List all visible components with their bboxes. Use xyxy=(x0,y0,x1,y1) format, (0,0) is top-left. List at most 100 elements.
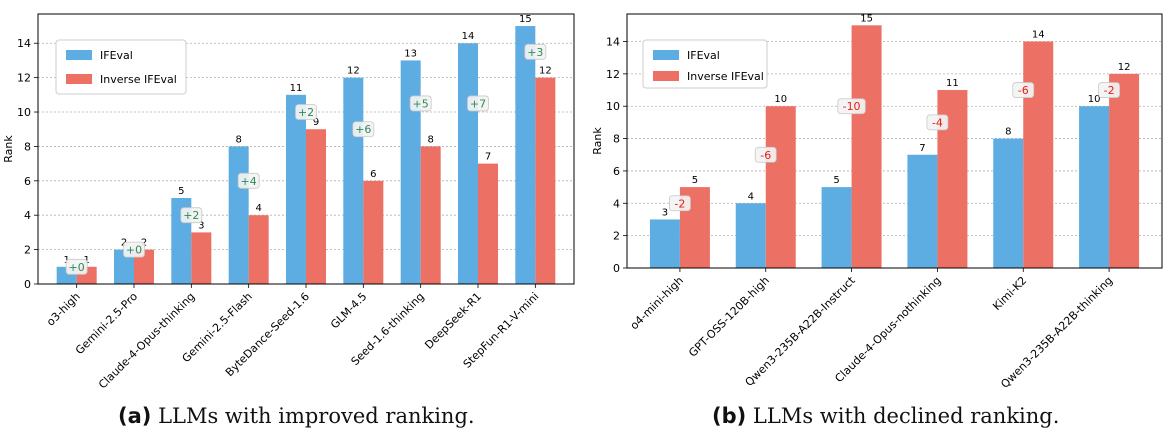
bar-inverse-ifeval xyxy=(134,249,154,284)
y-tick-label: 0 xyxy=(613,262,620,275)
bar-ifeval xyxy=(649,219,680,268)
data-label-ifeval: 8 xyxy=(1005,127,1011,138)
plot-frame xyxy=(626,13,1163,269)
rank-change-box xyxy=(1012,82,1035,98)
bar-ifeval xyxy=(1079,106,1110,269)
y-axis-label: Rank xyxy=(2,135,15,163)
rank-change-label: +6 xyxy=(355,123,371,136)
y-axis-label: Rank xyxy=(591,127,604,155)
data-label-inverse-ifeval: 6 xyxy=(370,169,376,180)
data-label-ifeval: 10 xyxy=(1088,94,1101,105)
legend-swatch xyxy=(653,71,679,81)
data-label-ifeval: 15 xyxy=(519,14,532,25)
legend-label: IFEval xyxy=(687,49,720,62)
bar-inverse-ifeval xyxy=(1109,73,1140,269)
data-label-ifeval: 4 xyxy=(748,191,754,202)
data-label-inverse-ifeval: 9 xyxy=(313,117,319,128)
bar-ifeval xyxy=(907,154,938,268)
bar-ifeval xyxy=(821,187,852,268)
data-label-inverse-ifeval: 3 xyxy=(198,220,204,231)
rank-change-label: +4 xyxy=(241,175,257,188)
rank-change-label: +2 xyxy=(298,106,314,119)
rank-change-label: +2 xyxy=(183,209,199,222)
data-label-ifeval: 11 xyxy=(290,83,303,94)
rank-change-box xyxy=(926,114,949,131)
caption-b-text: LLMs with declined ranking. xyxy=(752,404,1060,428)
data-label-inverse-ifeval: 4 xyxy=(255,203,261,214)
rank-change-label: +0 xyxy=(69,261,85,274)
data-label-inverse-ifeval: 8 xyxy=(427,134,433,145)
caption-a-tag: (a) xyxy=(118,404,152,428)
rank-change-box xyxy=(754,146,777,163)
y-tick-label: 10 xyxy=(606,100,620,113)
bar-inverse-ifeval xyxy=(1023,41,1054,268)
data-label-inverse-ifeval: 14 xyxy=(1032,30,1045,41)
y-tick-label: 0 xyxy=(24,278,31,291)
legend-swatch xyxy=(653,50,679,60)
legend-label: IFEval xyxy=(100,49,133,62)
bar-inverse-ifeval xyxy=(363,180,384,284)
rank-change-box xyxy=(65,258,88,275)
y-tick-label: 8 xyxy=(613,133,620,146)
bar-ifeval xyxy=(343,77,364,284)
rank-change-label: -10 xyxy=(843,100,861,113)
chart-declined-ranking: 0 2 4 6 8 10 12 14 Rank 3 5 -2 o4-mini-high 4 10 -6 GPT-… xyxy=(591,13,1163,391)
bar-ifeval xyxy=(114,249,134,284)
bar-ifeval xyxy=(400,60,421,284)
x-tick-label: GPT-OSS-120B-high xyxy=(686,274,772,360)
rank-change-label: -6 xyxy=(760,149,771,162)
bar-ifeval xyxy=(515,26,536,285)
data-label-inverse-ifeval: 12 xyxy=(539,66,552,77)
data-label-ifeval: 5 xyxy=(833,175,839,186)
caption-b-tag: (b) xyxy=(712,404,747,428)
rank-change-box xyxy=(1098,82,1120,98)
rank-change-label: +3 xyxy=(527,46,543,59)
caption-a-text: LLMs with improved ranking. xyxy=(158,404,475,428)
bar-ifeval xyxy=(458,43,478,284)
data-label-inverse-ifeval: 5 xyxy=(692,175,698,186)
data-label-ifeval: 8 xyxy=(235,134,241,145)
rank-change-label: -6 xyxy=(1018,84,1029,97)
rank-change-label: -2 xyxy=(674,197,685,210)
rank-change-box xyxy=(295,104,317,120)
y-tick-label: 4 xyxy=(613,197,620,210)
bar-inverse-ifeval xyxy=(765,106,796,269)
bar-ifeval xyxy=(735,203,766,268)
rank-change-box xyxy=(180,207,203,224)
bar-ifeval xyxy=(993,138,1024,268)
data-label-inverse-ifeval: 7 xyxy=(485,152,491,163)
legend-label: Inverse IFEval xyxy=(687,70,764,83)
y-tick-label: 8 xyxy=(24,140,31,153)
rank-change-box xyxy=(352,121,375,138)
bar-inverse-ifeval xyxy=(851,25,882,268)
data-label-ifeval: 13 xyxy=(404,48,417,59)
caption-b: (b) LLMs with declined ranking. xyxy=(712,404,1059,428)
x-tick-label: o3-high xyxy=(44,290,83,329)
x-tick-label: DeepSeek-R1 xyxy=(422,290,484,352)
rank-change-box xyxy=(669,195,691,212)
bar-inverse-ifeval xyxy=(248,215,269,284)
rank-change-box xyxy=(837,98,866,115)
x-tick-label: GLM-4.5 xyxy=(328,290,369,331)
rank-change-box xyxy=(123,241,145,258)
rank-change-label: +0 xyxy=(126,244,142,257)
plot-frame xyxy=(37,13,575,285)
y-tick-label: 12 xyxy=(606,68,620,81)
data-label-inverse-ifeval: 12 xyxy=(1118,62,1131,73)
data-label-ifeval: 12 xyxy=(347,66,360,77)
rank-change-box xyxy=(409,95,432,112)
y-tick-label: 4 xyxy=(24,209,31,222)
bar-inverse-ifeval xyxy=(420,146,441,284)
data-label-ifeval: 7 xyxy=(919,143,925,154)
x-tick-label: Kimi-K2 xyxy=(990,274,1029,313)
data-label-inverse-ifeval: 15 xyxy=(860,13,873,24)
data-label-ifeval: 14 xyxy=(462,31,475,42)
legend-label: Inverse IFEval xyxy=(100,73,177,86)
data-label-inverse-ifeval: 10 xyxy=(774,94,787,105)
bar-ifeval xyxy=(286,94,306,284)
rank-change-label: -4 xyxy=(932,116,943,129)
rank-change-box xyxy=(467,95,489,112)
y-tick-label: 14 xyxy=(17,37,31,50)
x-tick-label: o4-mini-high xyxy=(628,274,686,332)
